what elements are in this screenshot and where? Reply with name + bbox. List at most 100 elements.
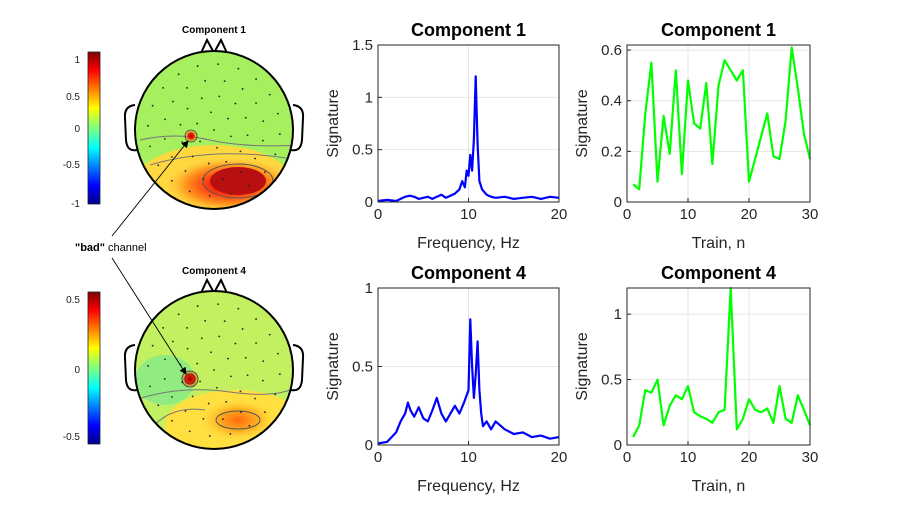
y-tick-label: 0.2 — [601, 143, 622, 160]
y-tick-label: 1.5 — [352, 37, 373, 54]
electrode-dot — [277, 112, 279, 115]
electrode-dot — [213, 129, 215, 131]
electrode-dot — [218, 95, 221, 98]
electrode-dot — [207, 162, 210, 165]
colorbar-tick: 0 — [74, 365, 80, 376]
series-line-train — [632, 46, 812, 191]
electrode-dot — [163, 137, 166, 140]
colorbar-tick: 0.5 — [66, 92, 80, 103]
chart-title: Component 1 — [411, 20, 526, 40]
electrode-dot — [261, 139, 264, 142]
electrode-dot — [181, 381, 184, 384]
electrode-dot — [204, 319, 207, 322]
electrode-dot — [208, 434, 211, 437]
colorbar: 1 0.5 0 -0.5 -1 — [63, 51, 101, 210]
electrode-dot — [277, 352, 279, 355]
electrode-dot — [207, 402, 210, 405]
electrode-dot — [237, 67, 240, 70]
y-tick-label: 0.5 — [601, 372, 622, 389]
electrode-dot — [171, 179, 173, 182]
x-tick-label: 20 — [741, 449, 758, 466]
electrode-dot — [147, 124, 150, 127]
topomap-component-1: Component 1 1 0.5 0 -0.5 -1 — [63, 25, 305, 210]
chart-4: 0 10 20 30 0 0.5 1 Component 4 Train, n Signature — [574, 263, 818, 495]
electrode-dot — [261, 379, 264, 382]
colorbar-tick: -0.5 — [63, 432, 81, 443]
y-axis-label: Signature — [574, 89, 591, 158]
axes-box — [626, 287, 811, 446]
electrode-dot — [221, 178, 224, 181]
electrode-dot — [255, 78, 257, 81]
electrode-dot — [157, 164, 160, 167]
x-tick-label: 30 — [802, 206, 819, 223]
electrode-dot — [196, 305, 199, 307]
x-tick-label: 0 — [374, 449, 382, 466]
y-tick-label: 0 — [614, 194, 622, 211]
electrode-dot — [234, 102, 237, 105]
electrode-dot — [199, 380, 201, 383]
head-circle — [134, 290, 294, 450]
electrode-dot — [262, 360, 265, 363]
y-tick-label: 0 — [614, 437, 622, 454]
electrode-dot — [163, 377, 166, 380]
x-tick-label: 10 — [680, 449, 697, 466]
plot-area — [627, 288, 810, 445]
series-line-spectrum — [377, 75, 560, 203]
bad-channel-label: "bad" channel — [75, 242, 147, 254]
bad-channel-annotation: "bad" channel — [75, 140, 189, 375]
electrode-dot — [196, 65, 199, 67]
electrode-dot — [234, 342, 237, 345]
electrode-dot — [213, 369, 215, 371]
electrode-dot — [254, 397, 256, 400]
electrode-dot — [204, 79, 207, 82]
electrode-dot — [246, 374, 249, 377]
electrode-dot — [191, 395, 194, 398]
chart-title: Component 4 — [411, 263, 526, 283]
y-tick-label: 1 — [614, 306, 622, 323]
chart-1: 0 10 20 0 0.5 1 1.5 Component 1 Frequency, Hz Sig… — [325, 20, 567, 252]
bad-channel-spot — [184, 129, 198, 143]
y-axis-label: Signature — [325, 89, 342, 158]
electrode-dot — [263, 411, 266, 413]
arrow-to-component-4 — [111, 257, 187, 375]
y-tick-label: 0.6 — [601, 42, 622, 59]
series-line-train — [632, 286, 812, 438]
electrode-dot — [177, 313, 180, 316]
electrode-dots — [147, 63, 281, 197]
electrode-dot — [216, 386, 218, 389]
series-line-spectrum — [377, 318, 560, 445]
electrode-dot — [227, 357, 229, 360]
electrode-dot — [210, 111, 212, 114]
x-axis-label: Frequency, Hz — [417, 235, 520, 252]
colorbar-tick: -0.5 — [63, 160, 81, 171]
electrode-dot — [246, 134, 249, 137]
electrode-dot — [278, 373, 281, 376]
electrode-dot — [248, 424, 251, 427]
electrode-dot — [244, 356, 247, 359]
electrode-dot — [200, 97, 203, 100]
electrode-dot — [240, 411, 242, 413]
chart-title: Component 4 — [661, 263, 776, 283]
chart-2: 0 10 20 30 0 0.2 0.4 0.6 Component 1 Train, n Sign… — [574, 20, 818, 252]
electrode-dot — [177, 73, 180, 76]
x-tick-label: 10 — [680, 206, 697, 223]
electrode-dot — [208, 194, 211, 197]
electrode-dot — [217, 63, 220, 66]
electrode-dot — [229, 375, 232, 378]
electrode-dot — [255, 318, 257, 321]
electrode-dot — [241, 328, 244, 330]
y-tick-label: 1 — [365, 89, 373, 106]
colorbar: 0.5 0 -0.5 — [63, 291, 101, 445]
electrode-dot — [181, 141, 184, 144]
electrode-dot — [229, 135, 232, 138]
electrode-dot — [225, 160, 228, 163]
electrode-dot — [210, 351, 212, 354]
electrode-dot — [263, 171, 266, 173]
electrode-dot — [227, 117, 229, 120]
electrode-dot — [274, 153, 277, 156]
electrode-dot — [200, 337, 203, 340]
colorbar-tick: 1 — [74, 55, 80, 66]
electrode-dot — [221, 418, 224, 421]
electrode-dot — [164, 358, 167, 361]
electrode-dot — [248, 184, 251, 187]
